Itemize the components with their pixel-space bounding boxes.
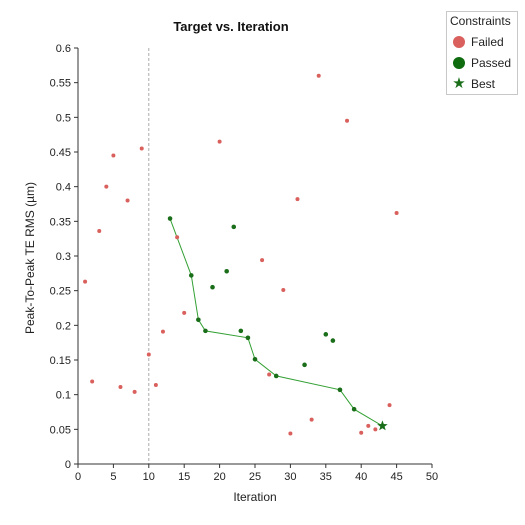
passed-point [196, 317, 201, 323]
failed-point [288, 431, 293, 436]
failed-point [175, 235, 180, 240]
best-path-line [169, 218, 383, 427]
x-tick-label: 45 [390, 471, 402, 483]
y-tick-label: 0.5 [56, 112, 71, 124]
x-tick-label: 35 [320, 471, 332, 483]
star-icon: ★ [452, 74, 466, 92]
y-tick-label: 0.45 [50, 147, 71, 159]
legend: Constraints Failed Passed ★ Best [446, 11, 518, 95]
passed-point [231, 224, 237, 230]
failed-point [366, 423, 371, 428]
passed-point [203, 328, 208, 334]
legend-item-passed[interactable]: Passed [447, 52, 517, 73]
failed-point [97, 229, 102, 234]
failed-point [373, 427, 378, 432]
x-tick-label: 20 [213, 471, 225, 483]
y-tick-label: 0.3 [56, 251, 71, 263]
y-tick-label: 0.2 [56, 320, 71, 332]
x-tick-label: 30 [284, 471, 296, 483]
y-tick-label: 0.1 [56, 390, 71, 402]
passed-point [245, 335, 251, 341]
x-tick-label: 40 [355, 471, 367, 483]
failed-point [139, 146, 144, 151]
passed-point [273, 373, 279, 379]
failed-point [125, 198, 130, 203]
passed-point [323, 332, 329, 337]
passed-point [330, 338, 336, 343]
y-tick-label: 0.4 [56, 182, 71, 194]
best-path-layer [169, 218, 383, 427]
passed-point [224, 268, 229, 274]
passed-point [188, 273, 194, 278]
x-tick-label: 50 [426, 471, 438, 483]
passed-point [210, 284, 215, 290]
x-tick-label: 15 [178, 471, 190, 483]
failed-point [217, 139, 222, 144]
y-tick-label: 0.6 [56, 43, 71, 55]
failed-point [153, 382, 158, 387]
failed-point [132, 389, 137, 394]
x-tick-label: 5 [110, 471, 116, 483]
failed-point [309, 417, 314, 422]
y-tick-label: 0.25 [50, 286, 71, 298]
chart-title: Target vs. Iteration [173, 19, 288, 34]
passed-point [351, 406, 357, 412]
failed-point [295, 197, 300, 202]
x-axis-title: Iteration [233, 490, 276, 504]
failed-point [111, 153, 116, 158]
y-tick-label: 0.35 [50, 216, 71, 228]
legend-title: Constraints [450, 14, 511, 28]
legend-item-failed[interactable]: Failed [447, 31, 517, 52]
legend-label-failed: Failed [471, 34, 504, 49]
passed-point [252, 357, 258, 362]
failed-point [104, 184, 109, 189]
y-tick-label: 0.05 [50, 424, 71, 436]
x-tick-label: 10 [143, 471, 155, 483]
failed-point [83, 279, 88, 284]
passed-point [302, 362, 307, 368]
x-tick-label: 0 [75, 471, 81, 483]
y-axis-title: Peak-To-Peak TE RMS (µm) [23, 182, 37, 334]
circle-icon [452, 35, 466, 49]
failed-point [359, 430, 364, 435]
best-point [377, 420, 388, 431]
failed-point [345, 118, 350, 123]
y-tick-label: 0.55 [50, 78, 71, 90]
y-tick-label: 0 [65, 459, 71, 471]
points-layer [83, 73, 399, 436]
failed-point [90, 379, 95, 384]
failed-point [281, 287, 286, 292]
passed-point [167, 216, 173, 221]
failed-point [267, 372, 272, 377]
failed-point [387, 403, 392, 408]
failed-point [260, 258, 265, 263]
failed-point [394, 211, 399, 216]
failed-point [182, 310, 187, 315]
failed-point [316, 73, 321, 78]
axes: 0 0.05 0.1 0.15 0.2 0.25 0.3 0.35 0.4 0.45 0.5 0.55… [50, 43, 439, 483]
failed-point [146, 352, 151, 357]
passed-point [337, 387, 343, 393]
y-tick-label: 0.15 [50, 355, 71, 367]
failed-point [160, 329, 165, 334]
legend-label-passed: Passed [471, 55, 512, 70]
failed-point [118, 385, 123, 390]
x-tick-label: 25 [249, 471, 261, 483]
passed-point [238, 328, 244, 334]
legend-item-best[interactable]: ★ Best [447, 73, 517, 94]
legend-label-best: Best [471, 76, 496, 91]
circle-icon [452, 56, 466, 70]
